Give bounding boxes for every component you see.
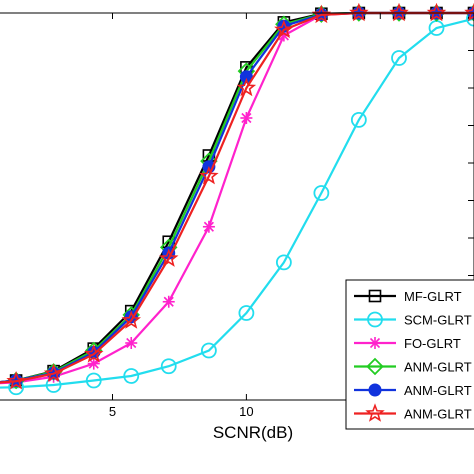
data-point: [275, 254, 292, 271]
data-point: [240, 112, 253, 124]
data-point: [43, 363, 64, 383]
legend-marker: [366, 357, 384, 376]
x-tick-label: 5: [109, 404, 116, 419]
data-point: [84, 343, 104, 363]
data-point: [350, 111, 367, 128]
legend-label: ANM-GLRT: [404, 360, 472, 375]
data-point: [389, 3, 409, 22]
legend: MF-GLRT SCM-GLRT FO-GLRT ANM-GLRT ANM-GLRT AN…: [345, 279, 474, 430]
data-point: [274, 19, 294, 39]
series-1: [0, 10, 474, 396]
data-point: [125, 337, 138, 349]
data-point: [6, 371, 26, 390]
legend-label: ANM-GLRT: [404, 383, 472, 398]
legend-item: MF-GLRT: [354, 289, 462, 304]
legend-marker: [369, 337, 381, 349]
legend-box: [345, 279, 474, 430]
data-point: [349, 3, 369, 22]
data-point: [85, 372, 102, 389]
data-point: [160, 358, 177, 375]
legend-marker: [368, 289, 382, 303]
legend-label: SCM-GLRT: [404, 313, 472, 328]
data-point: [391, 50, 407, 66]
data-point: [313, 185, 330, 201]
data-point: [426, 3, 447, 22]
legend-label: MF-GLRT: [404, 289, 462, 304]
legend-item: FO-GLRT: [354, 336, 461, 351]
legend-label: FO-GLRT: [404, 336, 461, 351]
data-point: [199, 165, 219, 185]
data-point: [236, 77, 257, 97]
data-point: [87, 357, 100, 370]
legend-marker: [365, 403, 385, 422]
x-axis-label: SCNR(dB): [213, 423, 293, 442]
legend-item: ANM-GLRT: [354, 403, 472, 422]
legend-item: ANM-GLRT: [354, 383, 472, 398]
data-point: [121, 310, 141, 329]
data-point: [200, 342, 217, 359]
data-point: [466, 10, 474, 27]
legend-item: SCM-GLRT: [354, 311, 472, 328]
data-point: [238, 305, 255, 321]
plot-frame: [0, 12, 474, 401]
data-point: [158, 248, 179, 267]
data-point: [162, 295, 175, 308]
legend-marker: [367, 311, 383, 328]
data-point: [311, 4, 332, 24]
x-tick-label: 10: [239, 404, 253, 419]
data-point: [123, 368, 140, 384]
legend-marker: [368, 383, 382, 397]
data-point: [202, 220, 215, 233]
legend-item: ANM-GLRT: [354, 357, 472, 376]
legend-label: ANM-GLRT: [404, 407, 472, 422]
data-point: [464, 3, 474, 22]
